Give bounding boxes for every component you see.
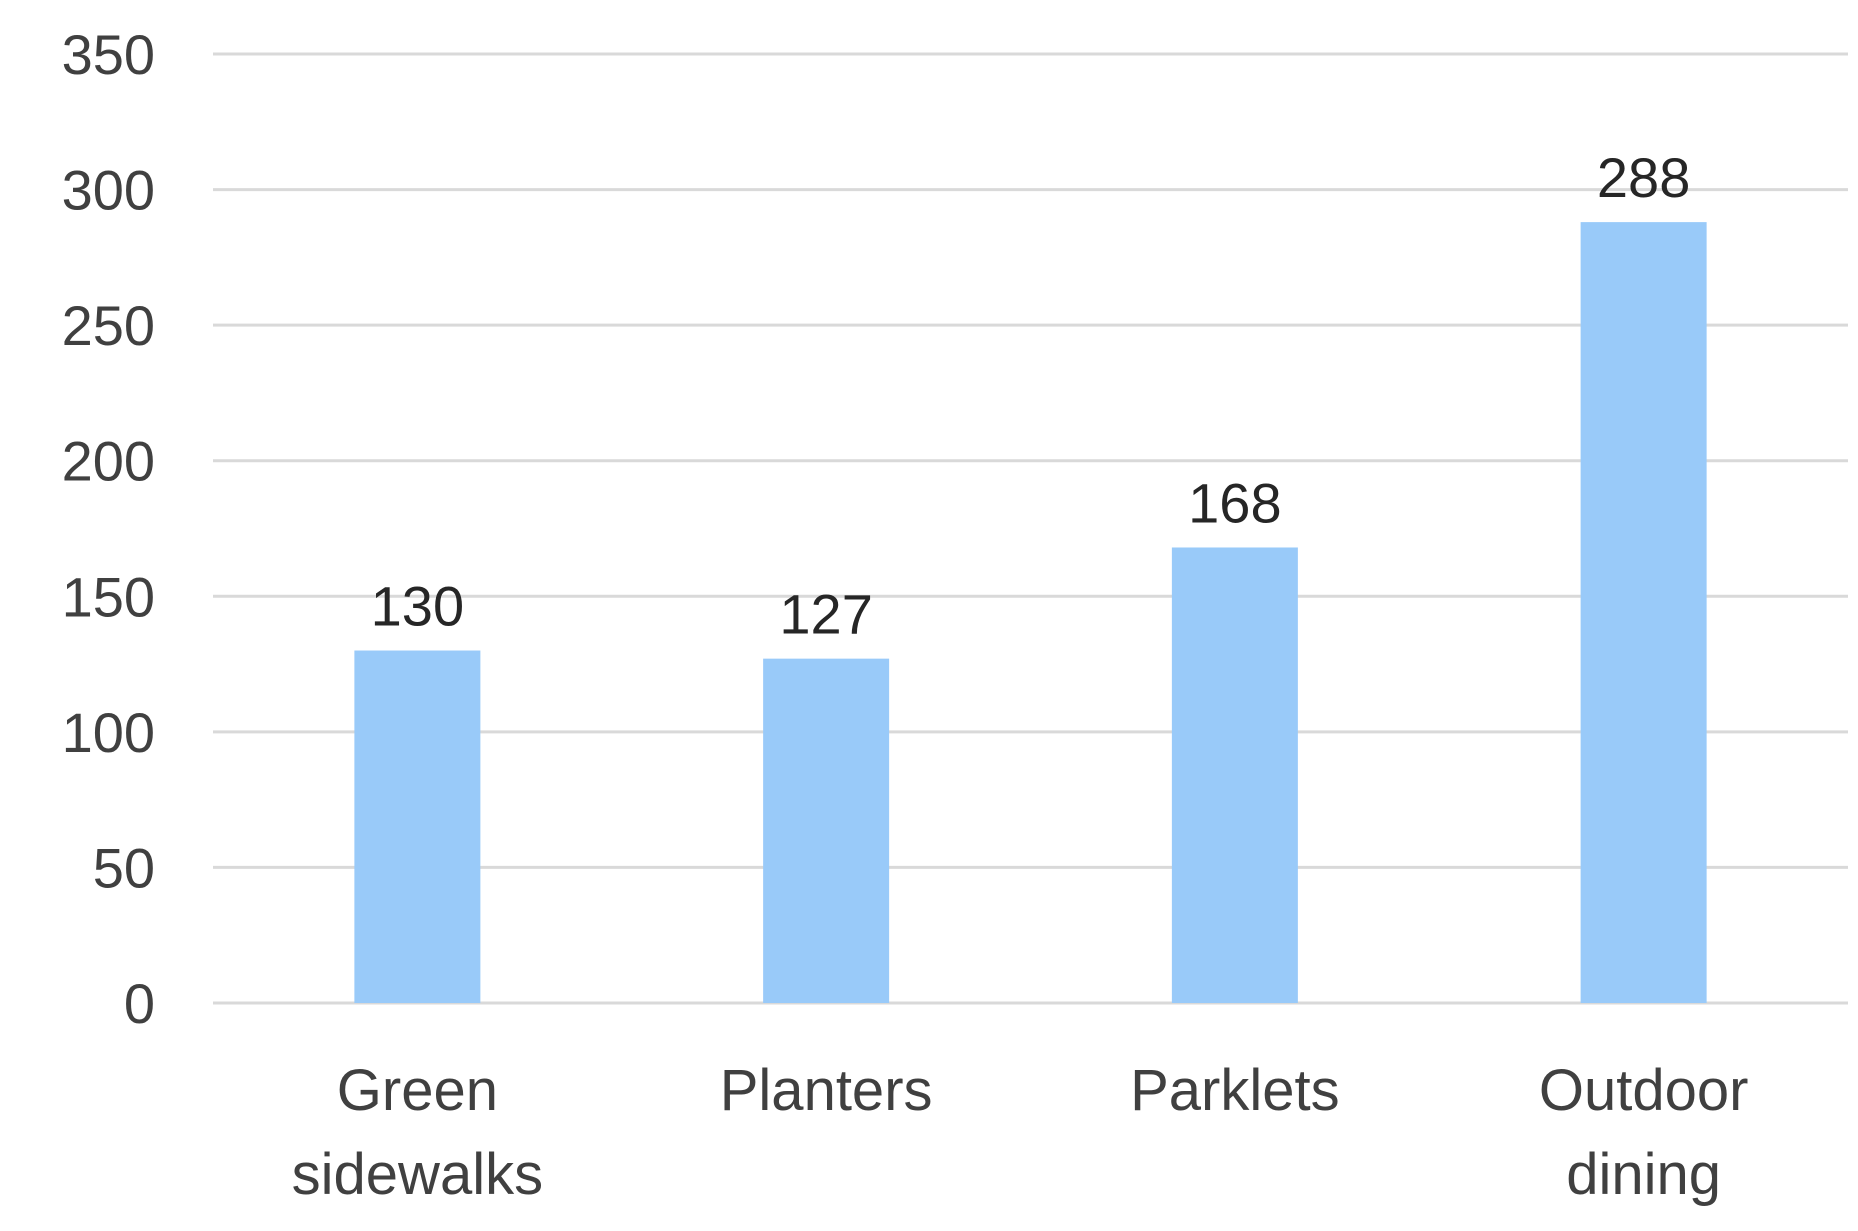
- x-axis-tick-labels: Green sidewalks Planters Parklets Outdoor din…: [292, 1058, 1749, 1207]
- data-labels: 130 127 168 288: [371, 146, 1691, 646]
- y-tick-label: 200: [62, 430, 155, 493]
- y-tick-label: 0: [124, 972, 155, 1035]
- data-label: 288: [1597, 146, 1690, 209]
- x-tick-label-line: Outdoor: [1539, 1058, 1749, 1123]
- bar: [763, 658, 890, 1003]
- data-label: 130: [371, 575, 464, 638]
- y-axis-tick-labels: 0 50 100 150 200 250 300 350: [62, 23, 155, 1035]
- y-tick-label: 50: [93, 836, 155, 899]
- bar: [1171, 547, 1298, 1003]
- bar: [1580, 222, 1707, 1003]
- y-tick-label: 150: [62, 565, 155, 628]
- bars: [354, 222, 1707, 1003]
- data-label: 168: [1188, 471, 1281, 534]
- y-tick-label: 100: [62, 701, 155, 764]
- y-tick-label: 300: [62, 159, 155, 222]
- x-tick-label: Green sidewalks: [292, 1058, 543, 1207]
- x-tick-label-line: Parklets: [1130, 1058, 1340, 1123]
- x-tick-label-line: Planters: [720, 1058, 933, 1123]
- x-tick-label-line: Green: [337, 1058, 498, 1123]
- x-tick-label: Outdoor dining: [1539, 1058, 1749, 1207]
- y-tick-label: 350: [62, 23, 155, 86]
- x-tick-label-line: dining: [1566, 1142, 1721, 1207]
- bar: [354, 650, 481, 1003]
- x-tick-label-line: sidewalks: [292, 1142, 543, 1207]
- x-tick-label: Planters: [720, 1058, 933, 1123]
- y-tick-label: 250: [62, 294, 155, 357]
- data-label: 127: [779, 583, 872, 646]
- gridlines: [213, 52, 1848, 1005]
- x-tick-label: Parklets: [1130, 1058, 1340, 1123]
